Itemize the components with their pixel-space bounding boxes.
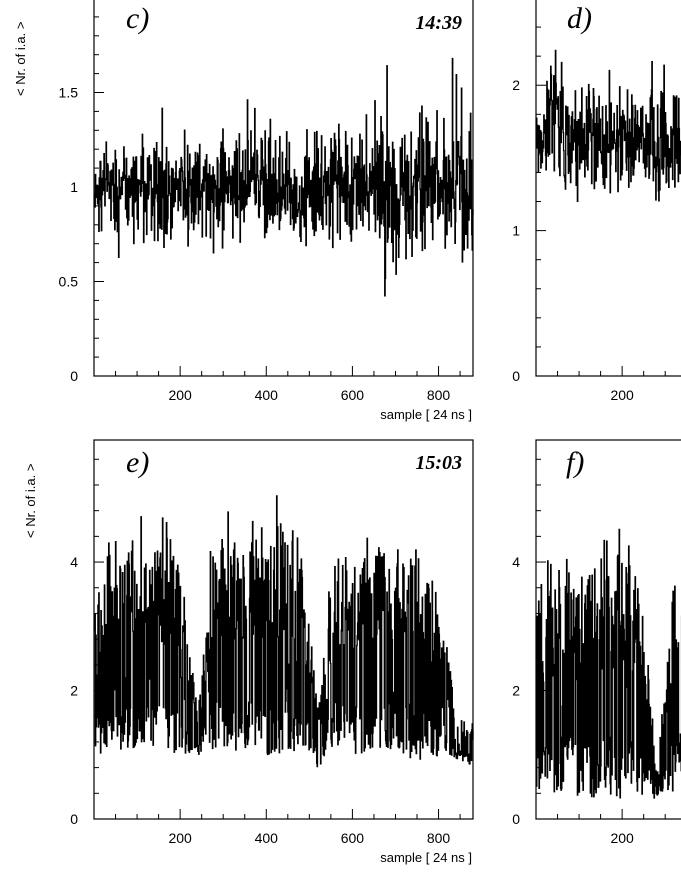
panel-c-y-tick-label: 1.5 — [59, 85, 79, 101]
panel-f-label: f) — [566, 446, 584, 479]
panel-e-y-tick-label: 0 — [70, 811, 78, 827]
panel-d-y-tick-label: 0 — [512, 368, 520, 384]
panel-d-y-tick-label: 1 — [512, 223, 520, 239]
panel-e-x-tick-label: 200 — [168, 830, 192, 846]
panel-f-y-tick-label: 0 — [512, 811, 520, 827]
panel-c-y-tick-label: 0.5 — [59, 274, 79, 290]
panel-e-y-tick-labels: 0 2 4 — [70, 554, 78, 827]
panel-e-y-tick-label: 4 — [70, 554, 78, 570]
panel-f-y-tick-label: 2 — [512, 683, 520, 699]
panel-e-x-tick-label: 600 — [341, 830, 365, 846]
panel-f-frame — [535, 439, 681, 820]
panel-e-frame — [93, 439, 474, 820]
panel-c-x-tick-label: 200 — [168, 387, 192, 403]
panel-c: 200 400 600 800 0 0.5 1 1.5 < Nr. of i.a… — [13, 0, 474, 422]
panel-f-trace — [536, 528, 681, 799]
panel-c-y-tick-label: 1 — [70, 179, 78, 195]
panel-c-y-tick-label: 0 — [70, 368, 78, 384]
panel-d: 200 0 1 2 d) — [512, 0, 681, 403]
panel-e-time-label: 15:03 — [415, 452, 462, 474]
panel-d-label: d) — [567, 2, 592, 35]
panel-e: 200 400 600 800 0 2 4 < Nr. of i.a. > sa… — [23, 439, 474, 865]
panel-d-y-tick-label: 2 — [512, 77, 520, 93]
panel-c-y-axis-title: < Nr. of i.a. > — [13, 22, 28, 96]
panel-e-trace — [94, 495, 474, 768]
panel-d-trace — [536, 49, 681, 202]
panel-e-label: e) — [126, 446, 149, 479]
panel-c-x-tick-label: 800 — [427, 387, 451, 403]
panel-f-x-tick-labels: 200 — [610, 830, 634, 846]
panel-f-y-tick-labels: 0 2 4 — [512, 554, 520, 827]
panel-f: 200 0 2 4 f) — [512, 439, 681, 846]
panel-d-y-tick-labels: 0 1 2 — [512, 77, 520, 384]
panel-c-label: c) — [126, 2, 149, 35]
panel-c-y-tick-labels: 0 0.5 1 1.5 — [59, 85, 79, 385]
panel-f-x-tick-label: 200 — [610, 830, 634, 846]
panel-e-y-tick-label: 2 — [70, 683, 78, 699]
panel-c-x-tick-labels: 200 400 600 800 — [168, 387, 450, 403]
panel-e-x-tick-label: 800 — [427, 830, 451, 846]
panel-c-trace — [94, 57, 474, 297]
panel-c-time-label: 14:39 — [415, 12, 462, 34]
panel-c-x-axis-title: sample [ 24 ns ] — [380, 407, 472, 422]
panel-c-x-tick-label: 600 — [341, 387, 365, 403]
panel-f-y-tick-label: 4 — [512, 554, 520, 570]
panel-c-ticks — [94, 16, 461, 377]
panel-d-frame — [535, 0, 681, 377]
panel-e-x-tick-labels: 200 400 600 800 — [168, 830, 450, 846]
panel-d-x-tick-label: 200 — [610, 387, 634, 403]
panel-c-x-tick-label: 400 — [255, 387, 279, 403]
panel-e-y-axis-title: < Nr. of i.a. > — [23, 464, 38, 538]
panel-d-x-tick-labels: 200 — [610, 387, 634, 403]
panel-e-x-tick-label: 400 — [255, 830, 279, 846]
panel-e-x-axis-title: sample [ 24 ns ] — [380, 850, 472, 865]
